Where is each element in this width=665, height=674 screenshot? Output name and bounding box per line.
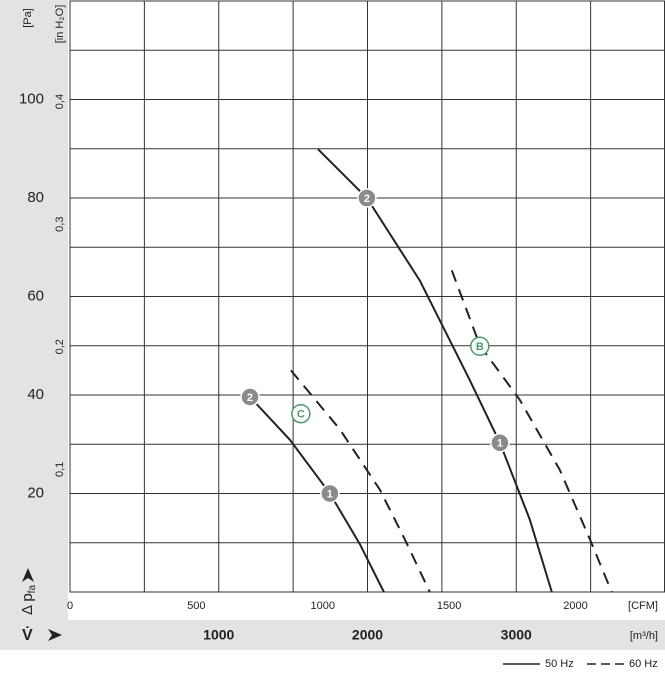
x-arrow bbox=[48, 629, 62, 641]
left-band bbox=[0, 0, 68, 620]
annotation-label: 2 bbox=[247, 392, 253, 404]
annotation-label: B bbox=[476, 341, 484, 353]
y-axis-symbol: Δ pfa bbox=[19, 585, 38, 615]
y2-tick-label: 0,4 bbox=[54, 94, 66, 109]
annotation-label: 1 bbox=[327, 488, 333, 500]
plot: 20 40 60 80 100 0,1 0,2 0,3 0,4 1000 2000 3000 0 500 1… bbox=[19, 0, 665, 643]
annotation-marker bbox=[470, 336, 490, 356]
legend-label: 50 Hz bbox=[545, 658, 574, 670]
annotation-marker bbox=[320, 483, 340, 504]
y2-axis-unit: [in H₂O] bbox=[54, 5, 66, 44]
annotation-marker bbox=[240, 387, 260, 407]
y-arrow bbox=[22, 568, 34, 582]
curve bbox=[450, 270, 613, 593]
y-tick-label: 40 bbox=[27, 386, 44, 403]
legend-label: 60 Hz bbox=[629, 658, 658, 670]
x2-axis-unit: [CFM] bbox=[628, 600, 658, 612]
y-tick-label: 20 bbox=[27, 484, 44, 501]
y-symbol-main: Δ p bbox=[19, 593, 36, 615]
annotation-marker bbox=[291, 403, 311, 424]
annotation-label: C bbox=[297, 409, 305, 421]
x2-tick-label: 1500 bbox=[437, 600, 461, 612]
curve bbox=[290, 369, 431, 593]
bottom-band bbox=[0, 620, 665, 650]
y2-tick-label: 0,2 bbox=[54, 339, 66, 354]
x-tick-label: 2000 bbox=[352, 627, 383, 643]
x2-tick-label: 0 bbox=[67, 600, 73, 612]
y2-tick-label: 0,3 bbox=[54, 217, 66, 232]
x2-tick-label: 500 bbox=[187, 600, 205, 612]
y2-tick-label: 0,1 bbox=[54, 462, 66, 477]
x2-tick-label: 1000 bbox=[311, 600, 335, 612]
y-tick-label: 60 bbox=[27, 287, 44, 304]
x-axis-unit: [m³/h] bbox=[630, 630, 658, 642]
annotation-label: 2 bbox=[364, 193, 370, 205]
y-tick-label: 100 bbox=[19, 90, 44, 107]
x-tick-label: 3000 bbox=[501, 627, 532, 643]
y-symbol-sub: fa bbox=[27, 585, 38, 594]
annotation-marker bbox=[357, 188, 377, 208]
x2-tick-label: 2000 bbox=[563, 600, 587, 612]
y-axis-unit: [Pa] bbox=[22, 8, 34, 28]
x-axis-symbol: V̇ bbox=[22, 626, 33, 644]
y-tick-label: 80 bbox=[27, 189, 44, 206]
annotation-label: 1 bbox=[497, 438, 503, 450]
annotation-marker bbox=[490, 433, 510, 453]
x-tick-label: 1000 bbox=[203, 627, 234, 643]
